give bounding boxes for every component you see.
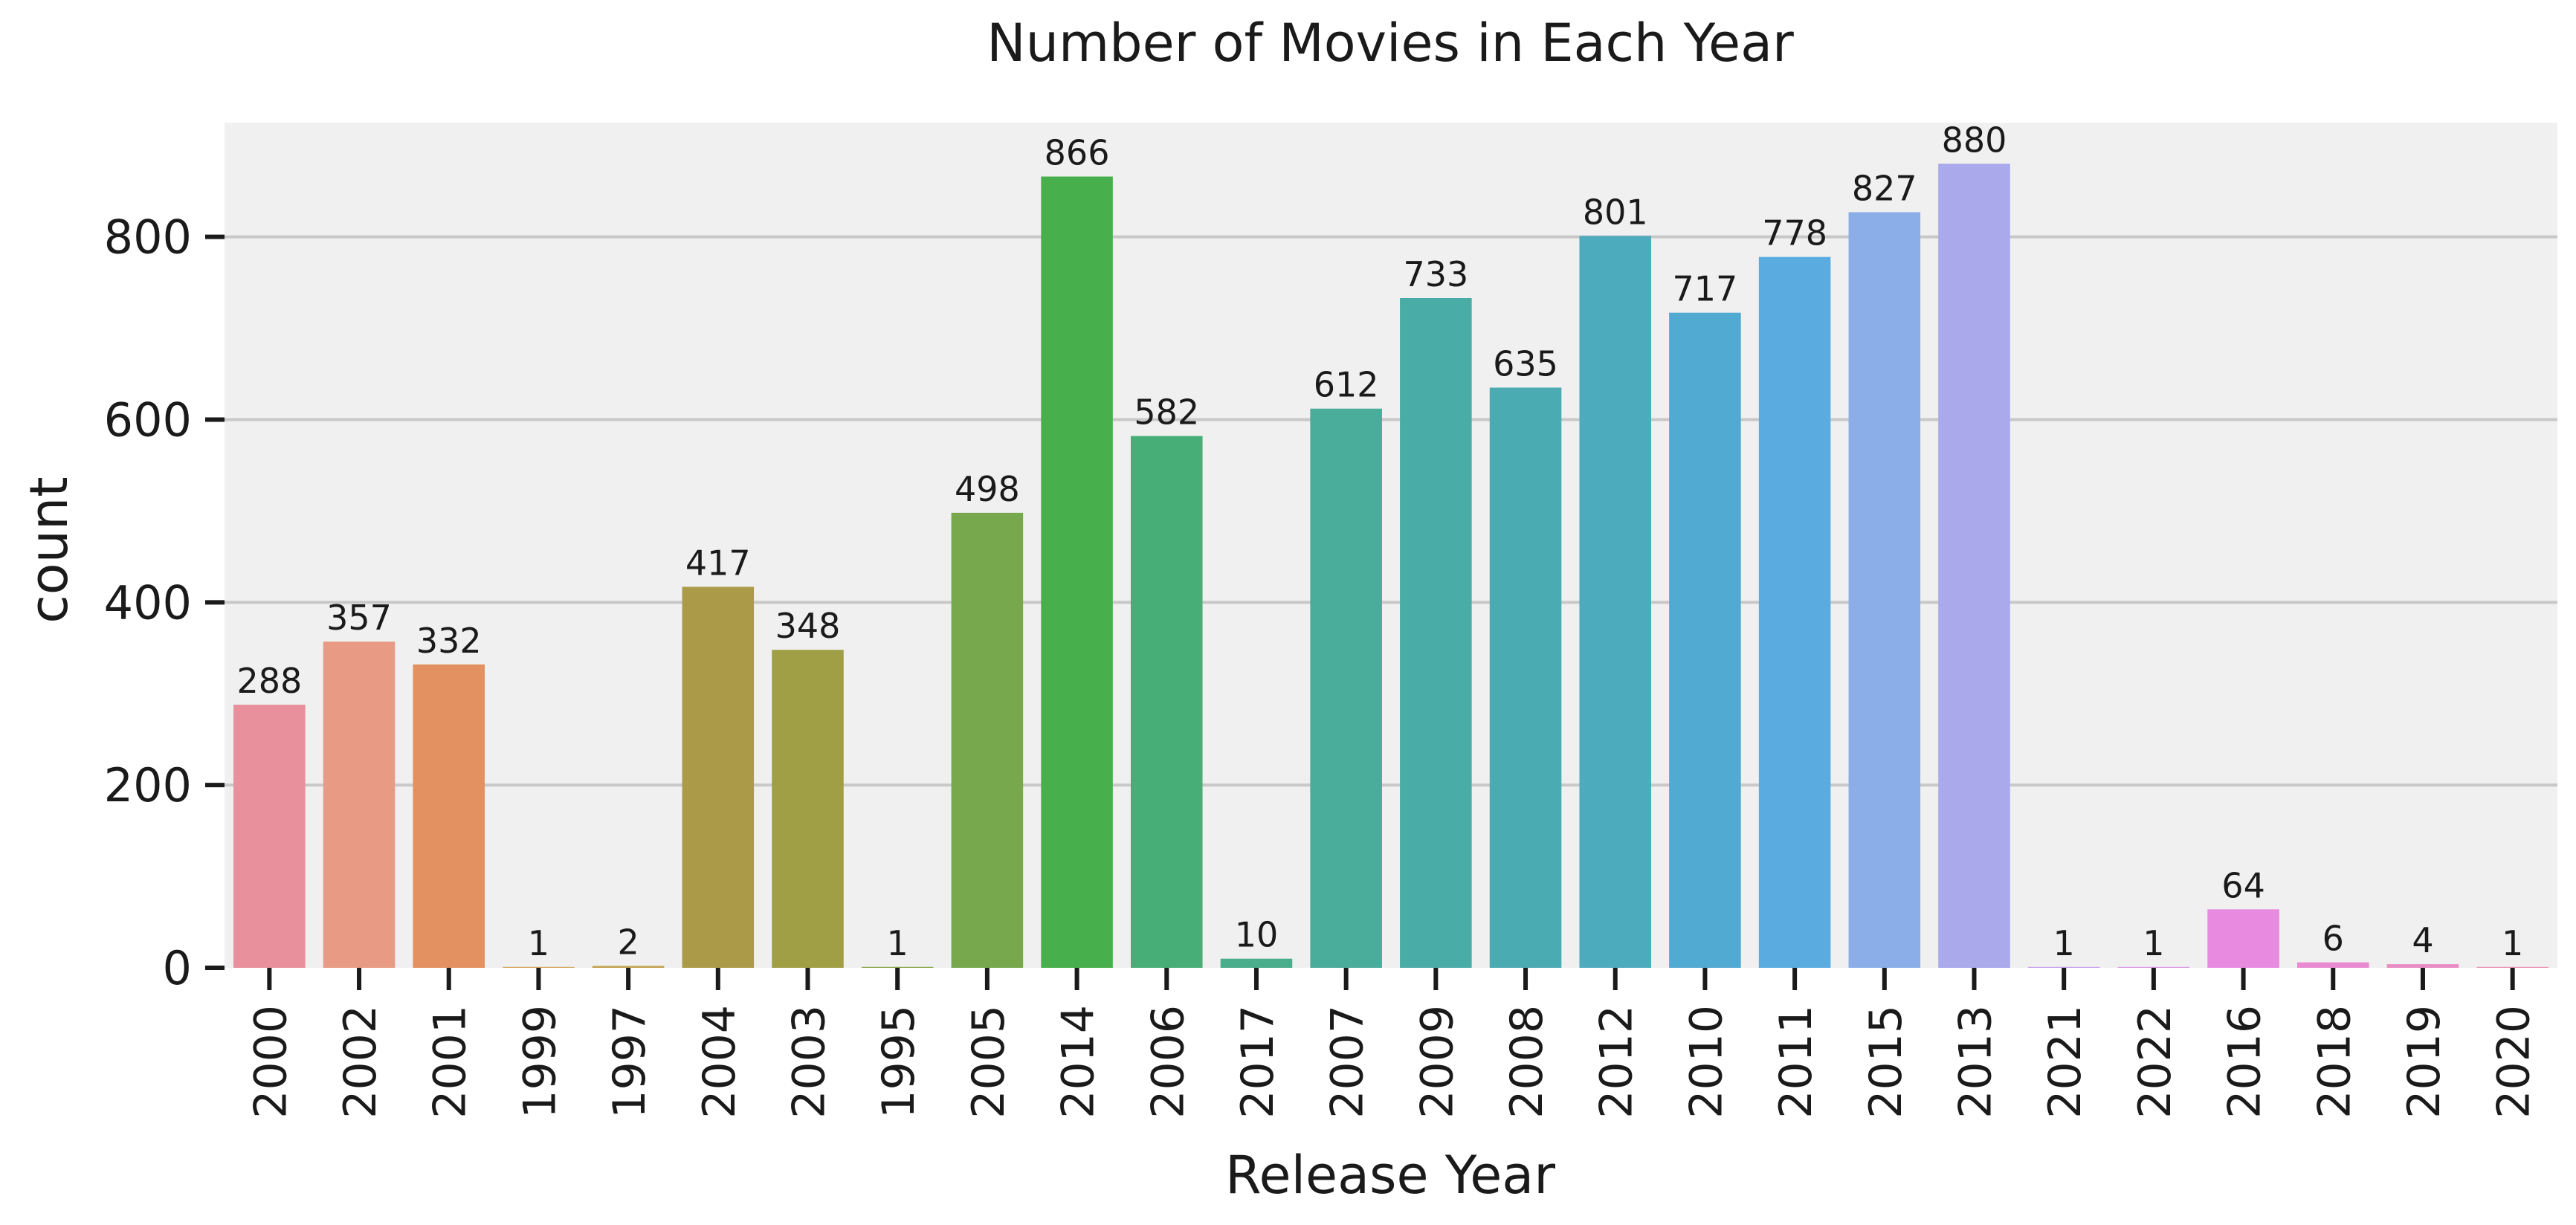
bar [2117, 966, 2190, 968]
data-label: 357 [326, 598, 392, 638]
bar [233, 704, 306, 968]
data-label: 612 [1314, 365, 1379, 405]
x-tick-label: 2008 [1501, 1005, 1553, 1119]
bar [1400, 298, 1472, 968]
x-tick-label: 1995 [873, 1005, 925, 1119]
x-tick-label: 2009 [1411, 1005, 1463, 1119]
x-tick-label: 2010 [1680, 1005, 1732, 1119]
x-tick-label: 2000 [245, 1005, 297, 1119]
chart-title: Number of Movies in Each Year [987, 13, 1794, 74]
x-tick-label: 1999 [514, 1005, 566, 1119]
data-label: 1 [2143, 923, 2164, 963]
x-axis: 2000 2002 2001 1999 1997 2004 2003 1995 2005 2014… [245, 968, 2540, 1119]
x-tick-label: 2012 [1591, 1005, 1643, 1119]
x-tick-label: 2005 [963, 1005, 1015, 1119]
bar [1041, 176, 1113, 968]
x-tick-label: 2011 [1770, 1005, 1822, 1119]
data-label: 348 [775, 606, 841, 646]
bar [1579, 236, 1652, 969]
data-label: 717 [1673, 269, 1738, 309]
data-label: 1 [528, 923, 549, 963]
bar [1669, 312, 1741, 968]
bar [1489, 387, 1562, 968]
data-label: 288 [236, 661, 302, 701]
plot-area [225, 123, 2557, 968]
x-axis-label: Release Year [1225, 1145, 1555, 1206]
data-label: 64 [2221, 865, 2265, 905]
data-label: 827 [1852, 168, 1917, 208]
data-label: 880 [1942, 120, 2007, 160]
bar [682, 586, 755, 968]
data-label: 801 [1583, 192, 1648, 232]
x-tick-label: 2004 [694, 1005, 746, 1119]
data-label: 1 [887, 923, 908, 963]
x-tick-label: 2007 [1322, 1005, 1374, 1119]
bar [772, 650, 844, 968]
x-tick-label: 2019 [2398, 1005, 2450, 1119]
bar [323, 641, 396, 968]
y-axis-label: count [19, 476, 80, 624]
y-tick-label: 600 [104, 392, 192, 447]
y-axis: 0 200 400 600 800 [104, 210, 225, 995]
y-tick-label: 800 [104, 210, 192, 265]
x-tick-label: 2014 [1053, 1005, 1105, 1119]
bars [233, 164, 2548, 969]
data-label: 635 [1493, 343, 1558, 384]
x-tick-label: 2002 [335, 1005, 387, 1119]
bar [2476, 966, 2548, 968]
y-tick-label: 0 [163, 941, 192, 995]
x-tick-label: 2003 [784, 1005, 836, 1119]
bar [2296, 962, 2369, 968]
data-label: 417 [685, 543, 751, 583]
bar [861, 966, 934, 968]
data-label: 1 [2053, 923, 2075, 963]
data-labels: 288 357 332 1 2 417 348 1 498 866 582 10 612 733 635 80… [236, 120, 2523, 963]
bar [1938, 164, 2010, 969]
x-tick-label: 2017 [1232, 1005, 1284, 1119]
x-tick-label: 2020 [2488, 1005, 2540, 1119]
data-label: 10 [1235, 915, 1279, 955]
x-tick-label: 1997 [604, 1005, 656, 1119]
data-label: 733 [1403, 254, 1468, 294]
data-label: 6 [2322, 919, 2344, 959]
x-tick-label: 2018 [2308, 1005, 2360, 1119]
y-tick-label: 200 [104, 758, 192, 812]
bar [413, 664, 485, 968]
data-label: 2 [617, 922, 639, 963]
bar [1758, 256, 1831, 968]
x-tick-label: 2001 [425, 1005, 477, 1119]
x-tick-label: 2021 [2039, 1005, 2091, 1119]
data-label: 1 [2502, 923, 2523, 963]
data-label: 332 [416, 621, 482, 661]
bar [1310, 408, 1382, 968]
bar [592, 966, 665, 968]
x-tick-label: 2013 [1950, 1005, 2002, 1119]
y-tick-label: 400 [104, 575, 192, 630]
bar [2207, 909, 2279, 968]
gridlines [225, 235, 2557, 787]
data-label: 498 [955, 469, 1020, 509]
bar [951, 512, 1024, 968]
data-label: 778 [1762, 213, 1827, 253]
bar [1130, 436, 1203, 968]
x-tick-label: 2016 [2219, 1005, 2271, 1119]
bar [2027, 966, 2100, 968]
data-label: 582 [1134, 392, 1199, 433]
x-tick-label: 2022 [2129, 1005, 2181, 1119]
x-tick-label: 2015 [1860, 1005, 1912, 1119]
bar [1848, 212, 1921, 968]
bar [2386, 964, 2459, 968]
data-label: 4 [2412, 920, 2433, 960]
bar [1220, 958, 1293, 968]
x-tick-label: 2006 [1142, 1005, 1194, 1119]
bar [503, 966, 575, 968]
data-label: 866 [1045, 133, 1110, 173]
